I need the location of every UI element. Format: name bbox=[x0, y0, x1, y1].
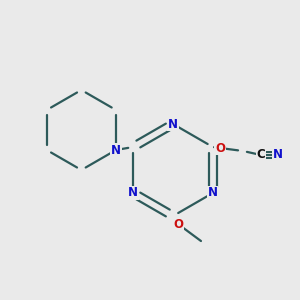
Text: N: N bbox=[208, 187, 218, 200]
Text: O: O bbox=[173, 218, 183, 230]
Text: N: N bbox=[111, 143, 121, 157]
Text: N: N bbox=[168, 118, 178, 130]
Text: C: C bbox=[256, 148, 266, 161]
Text: N: N bbox=[128, 187, 138, 200]
Text: N: N bbox=[273, 148, 283, 161]
Text: O: O bbox=[215, 142, 225, 154]
